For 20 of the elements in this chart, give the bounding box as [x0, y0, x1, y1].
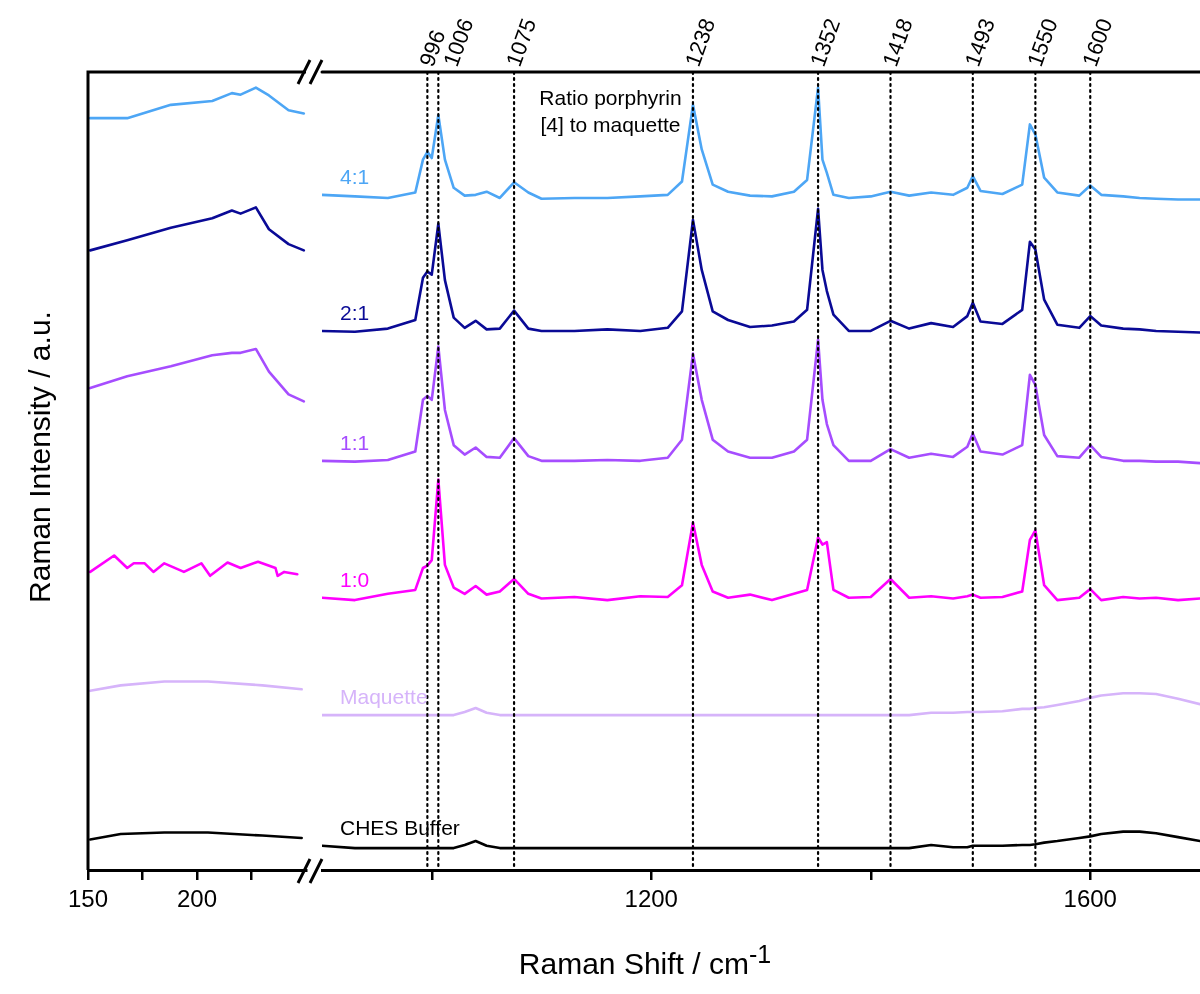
x-tick-label: 200 — [176, 885, 218, 913]
series-label: Maquette — [340, 685, 428, 709]
series-label: 4:1 — [340, 165, 370, 189]
x-tick-label: 1600 — [1063, 885, 1117, 913]
ref-line-label: 1600 — [1077, 15, 1118, 70]
ref-line-label: 1352 — [804, 15, 846, 70]
ref-line-label: 1075 — [500, 15, 542, 70]
ref-line-label: 1493 — [959, 15, 1000, 70]
series-label: CHES Buffer — [340, 816, 460, 840]
ref-line-label: 1238 — [679, 15, 721, 70]
x-axis-title: Raman Shift / cm$^{-1}$ — [517, 940, 773, 981]
ref-line-label: 1550 — [1022, 15, 1063, 70]
x-tick-label: 1200 — [624, 885, 678, 913]
series-label: 2:1 — [340, 301, 370, 325]
ref-line-label: 1418 — [877, 15, 918, 70]
series-label: 1:0 — [340, 568, 370, 592]
x-tick-label: 150 — [67, 885, 109, 913]
y-axis-title: Raman Intensity / a.u. — [23, 310, 57, 605]
series-label: 1:1 — [340, 431, 370, 455]
annotation: Ratio porphyrin [4] to maquette — [538, 85, 683, 139]
